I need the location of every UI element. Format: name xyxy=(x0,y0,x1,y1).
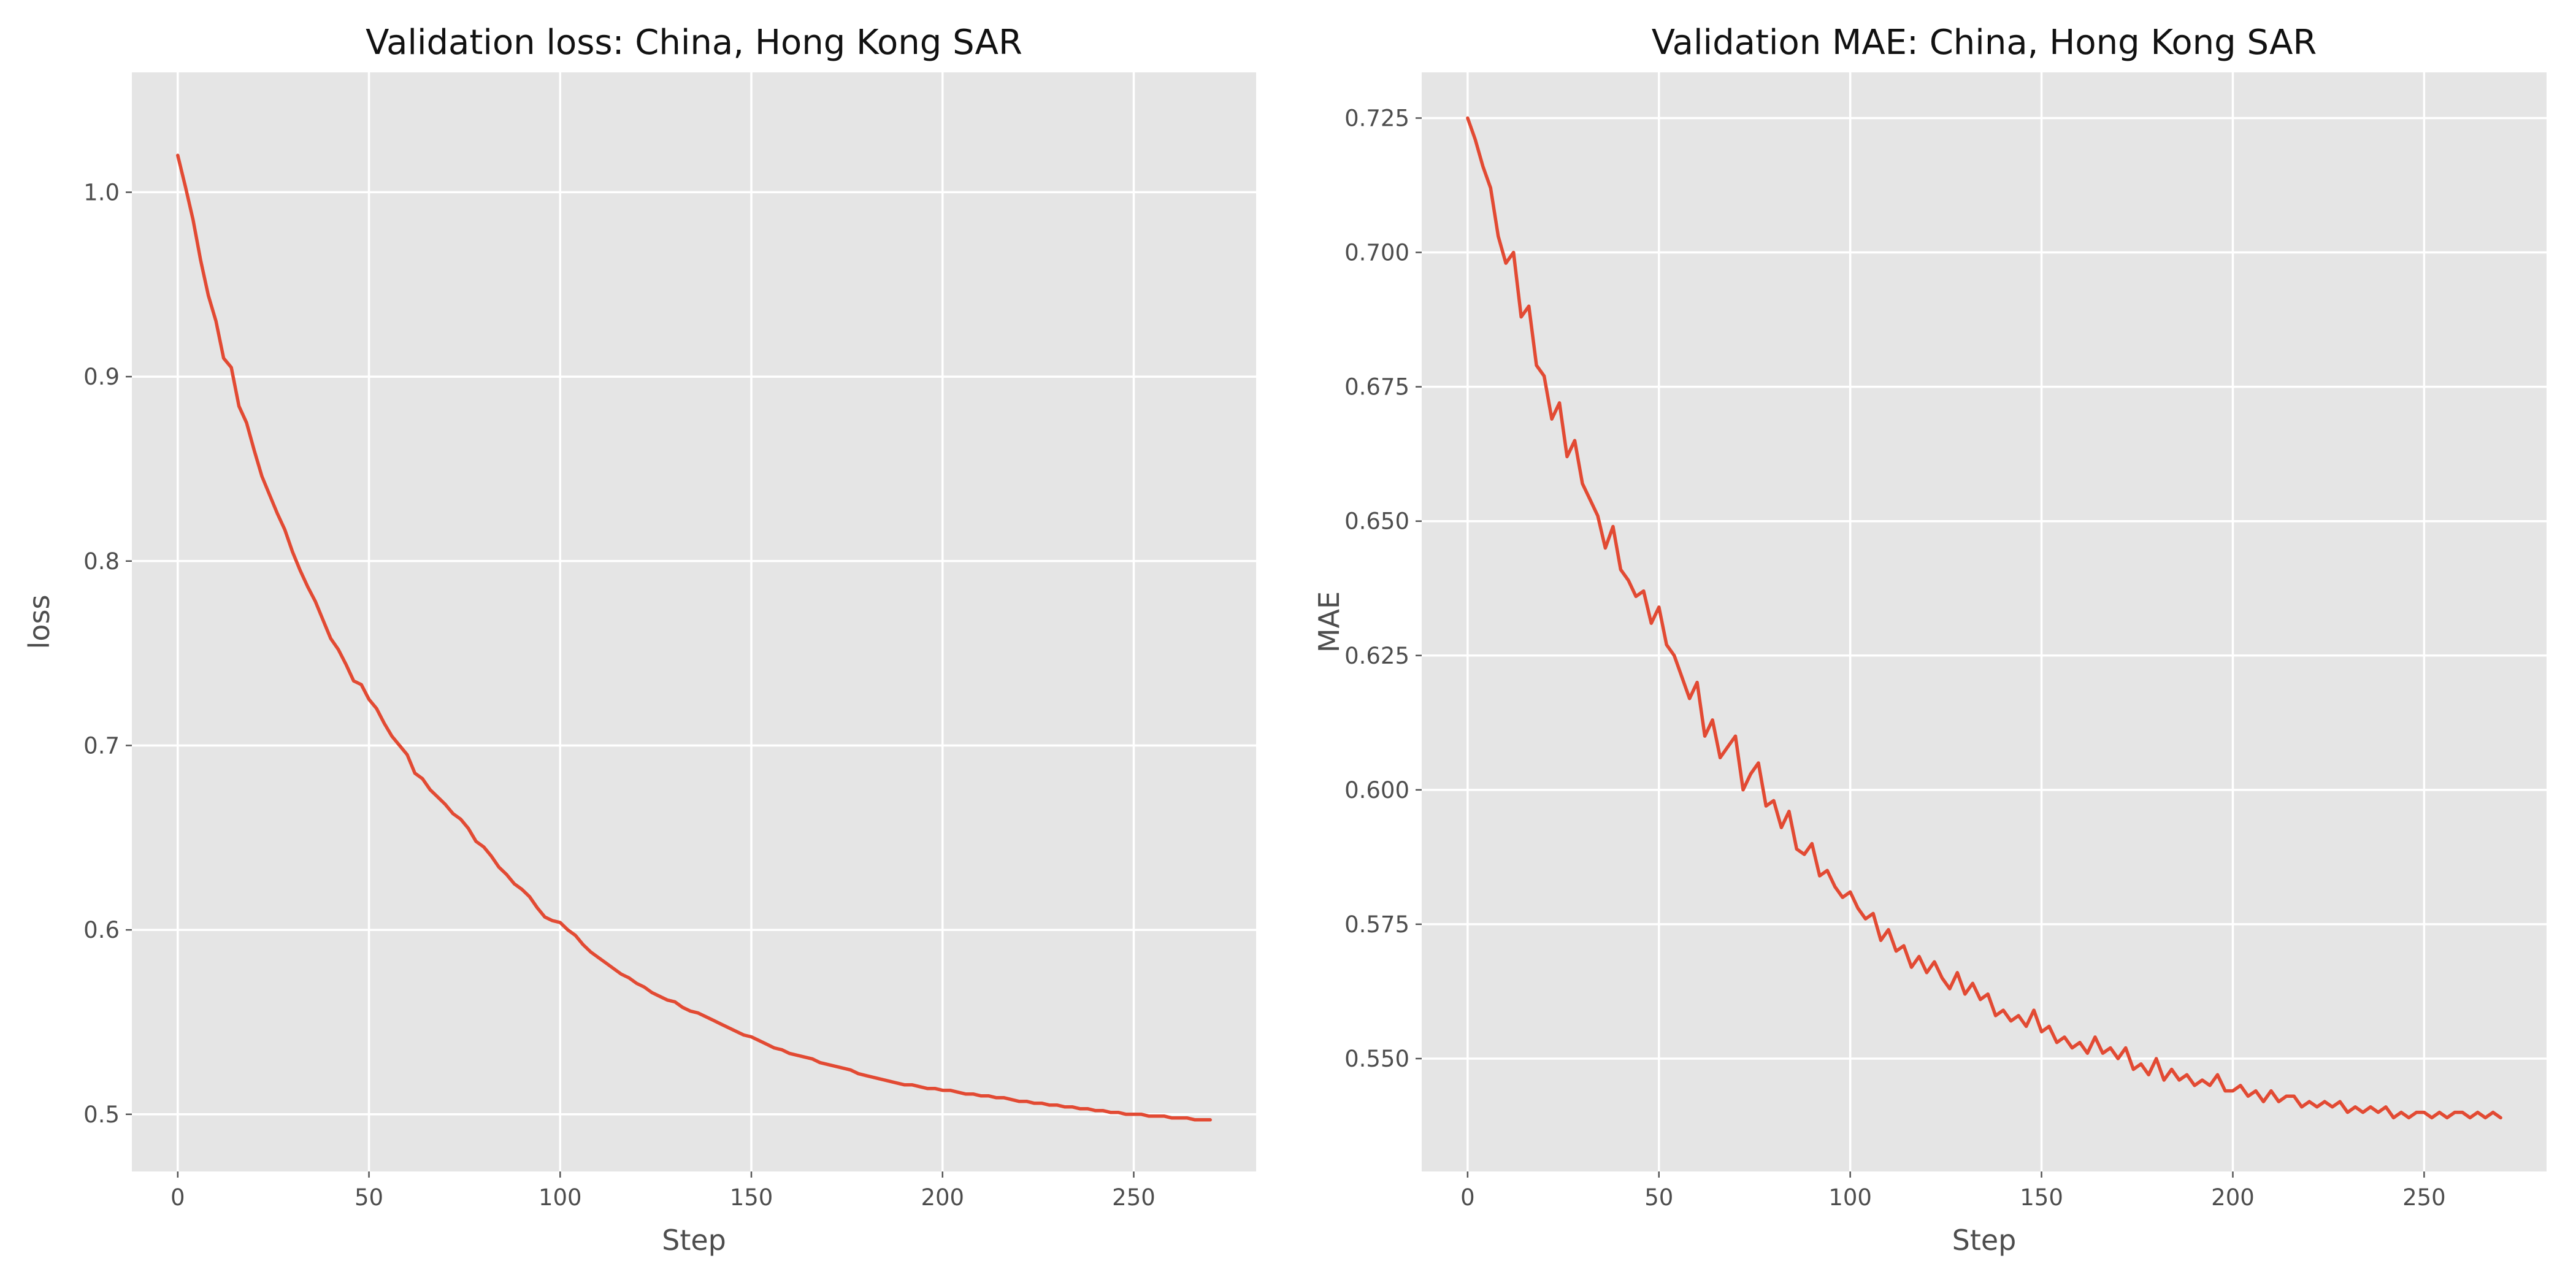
loss-y-tick-label: 0.7 xyxy=(83,732,120,759)
loss-y-axis-label: loss xyxy=(23,595,56,650)
loss-chart: 0 50 100 150 200 250 0.5 0.6 0.7 0.8 0.9 1.0 Valida… xyxy=(23,23,1256,1257)
loss-x-tick-label: 100 xyxy=(539,1184,582,1211)
mae-y-tick-label: 0.625 xyxy=(1344,643,1409,669)
loss-x-tick-label: 200 xyxy=(921,1184,964,1211)
loss-grid xyxy=(132,72,1256,1171)
mae-x-axis-label: Step xyxy=(1952,1224,2017,1257)
mae-plot-area xyxy=(1422,72,2547,1171)
loss-y-tick-label: 0.6 xyxy=(83,917,120,943)
mae-y-tick-label: 0.700 xyxy=(1344,240,1409,266)
mae-y-axis-label: MAE xyxy=(1313,591,1346,653)
mae-series xyxy=(1466,116,2502,1120)
loss-x-tick-label: 0 xyxy=(171,1184,185,1211)
loss-y-tick-label: 0.9 xyxy=(83,364,120,390)
mae-x-tick-label: 200 xyxy=(2211,1184,2255,1211)
mae-y-tick-label: 0.675 xyxy=(1344,374,1409,401)
mae-y-tick-label: 0.650 xyxy=(1344,508,1409,535)
mae-ticks: 0 50 100 150 200 250 0.550 0.575 0.600 0.625 0.650… xyxy=(1344,105,2446,1211)
loss-x-tick-label: 150 xyxy=(730,1184,773,1211)
mae-y-tick-label: 0.575 xyxy=(1344,911,1409,938)
loss-x-axis-label: Step xyxy=(662,1224,726,1257)
mae-grid xyxy=(1422,72,2547,1171)
loss-y-tick-label: 0.5 xyxy=(83,1102,120,1128)
mae-y-tick-label: 0.725 xyxy=(1344,105,1409,131)
loss-y-tick-label: 1.0 xyxy=(83,179,120,205)
loss-plot-area xyxy=(132,72,1256,1171)
mae-x-tick-label: 50 xyxy=(1644,1184,1673,1211)
mae-y-tick-label: 0.600 xyxy=(1344,777,1409,803)
loss-series-line xyxy=(176,153,1212,1122)
loss-series xyxy=(176,153,1212,1122)
mae-y-tick-label: 0.550 xyxy=(1344,1046,1409,1072)
loss-chart-title: Validation loss: China, Hong Kong SAR xyxy=(366,23,1022,63)
loss-y-tick-label: 0.8 xyxy=(83,548,120,575)
mae-x-tick-label: 100 xyxy=(1828,1184,1872,1211)
mae-series-line xyxy=(1466,116,2502,1120)
loss-ticks: 0 50 100 150 200 250 0.5 0.6 0.7 0.8 0.9 1.0 xyxy=(83,179,1156,1211)
mae-x-tick-label: 0 xyxy=(1460,1184,1475,1211)
mae-chart-title: Validation MAE: China, Hong Kong SAR xyxy=(1652,23,2317,63)
loss-x-tick-label: 50 xyxy=(355,1184,383,1211)
mae-chart: 0 50 100 150 200 250 0.550 0.575 0.600 0.625 0.650… xyxy=(1313,23,2547,1257)
mae-x-tick-label: 150 xyxy=(2020,1184,2063,1211)
mae-x-tick-label: 250 xyxy=(2402,1184,2446,1211)
loss-x-tick-label: 250 xyxy=(1112,1184,1156,1211)
